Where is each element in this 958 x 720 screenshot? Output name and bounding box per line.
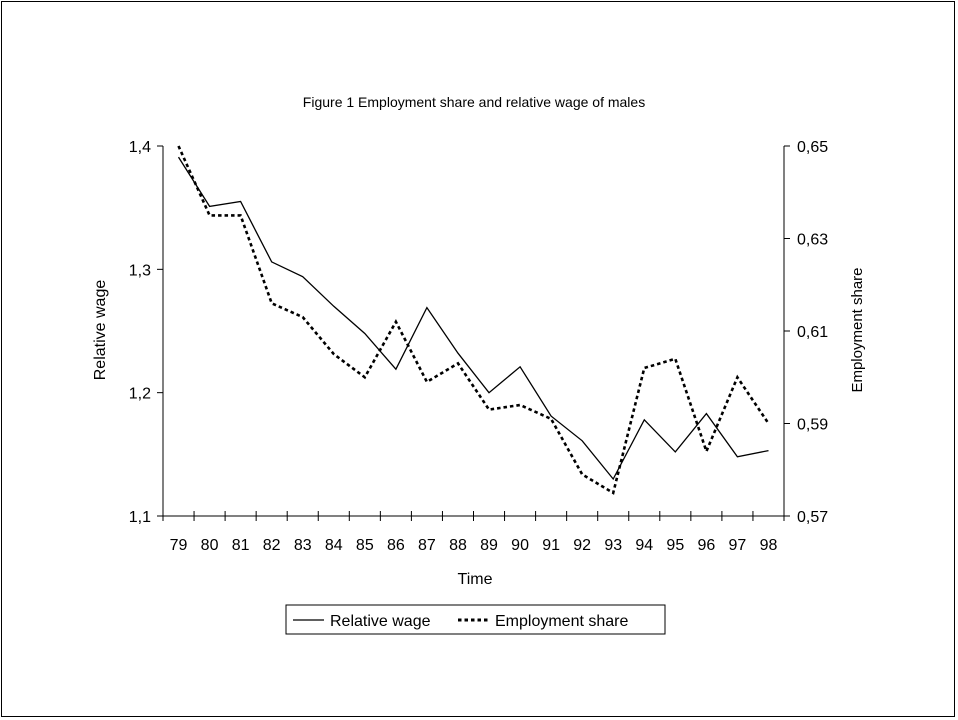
- series-line-employment-share: [177, 145, 770, 495]
- left-tick-label: 1,3: [129, 262, 151, 279]
- right-tick-label: 0,57: [797, 509, 828, 526]
- left-tick-label: 1,4: [129, 139, 151, 156]
- x-tick-label: 80: [201, 537, 219, 554]
- chart-title: Figure 1 Employment share and relative w…: [303, 94, 645, 110]
- right-tick-label: 0,65: [797, 139, 828, 156]
- x-tick-label: 86: [387, 537, 405, 554]
- y-axis-label-right: Employment share: [849, 267, 866, 392]
- x-tick-label: 79: [170, 537, 188, 554]
- right-y-axis: 0,57 0,59 0,61 0,63 0,65: [783, 139, 828, 526]
- x-tick-label: 82: [263, 537, 281, 554]
- x-tick-label: 88: [449, 537, 467, 554]
- legend: Relative wage Employment share: [285, 604, 666, 635]
- right-tick-label: 0,61: [797, 324, 828, 341]
- x-tick-label: 91: [542, 537, 560, 554]
- x-tick-label: 84: [325, 537, 343, 554]
- x-tick-label: 85: [356, 537, 374, 554]
- x-tick-label: 94: [635, 537, 653, 554]
- x-tick-label: 96: [697, 537, 715, 554]
- right-tick-label: 0,63: [797, 232, 828, 249]
- legend-box: [285, 604, 666, 635]
- x-axis: 79 80 81 82 83 84 85 86 87 88 89 90 91 92 93 94 95 96 97 98: [162, 511, 785, 554]
- x-axis-label: Time: [458, 571, 493, 588]
- x-tick-label: 92: [573, 537, 591, 554]
- x-tick-label: 93: [604, 537, 622, 554]
- x-tick-label: 87: [418, 537, 436, 554]
- right-tick-label: 0,59: [797, 417, 828, 434]
- left-tick-label: 1,2: [129, 386, 151, 403]
- x-tick-label: 90: [511, 537, 529, 554]
- x-tick-label: 98: [760, 537, 778, 554]
- x-tick-label: 81: [232, 537, 250, 554]
- y-axis-label-left: Relative wage: [92, 280, 109, 381]
- x-tick-label: 89: [480, 537, 498, 554]
- legend-label-employment-share: Employment share: [495, 613, 628, 630]
- x-tick-label: 83: [294, 537, 312, 554]
- left-tick-label: 1,1: [129, 509, 151, 526]
- legend-label-relative-wage: Relative wage: [330, 613, 431, 630]
- series-line-relative-wage: [177, 156, 769, 481]
- x-tick-label: 95: [666, 537, 684, 554]
- x-tick-label: 97: [729, 537, 747, 554]
- left-y-axis: 1,1 1,2 1,3 1,4: [129, 139, 164, 526]
- series-layer: [177, 145, 770, 495]
